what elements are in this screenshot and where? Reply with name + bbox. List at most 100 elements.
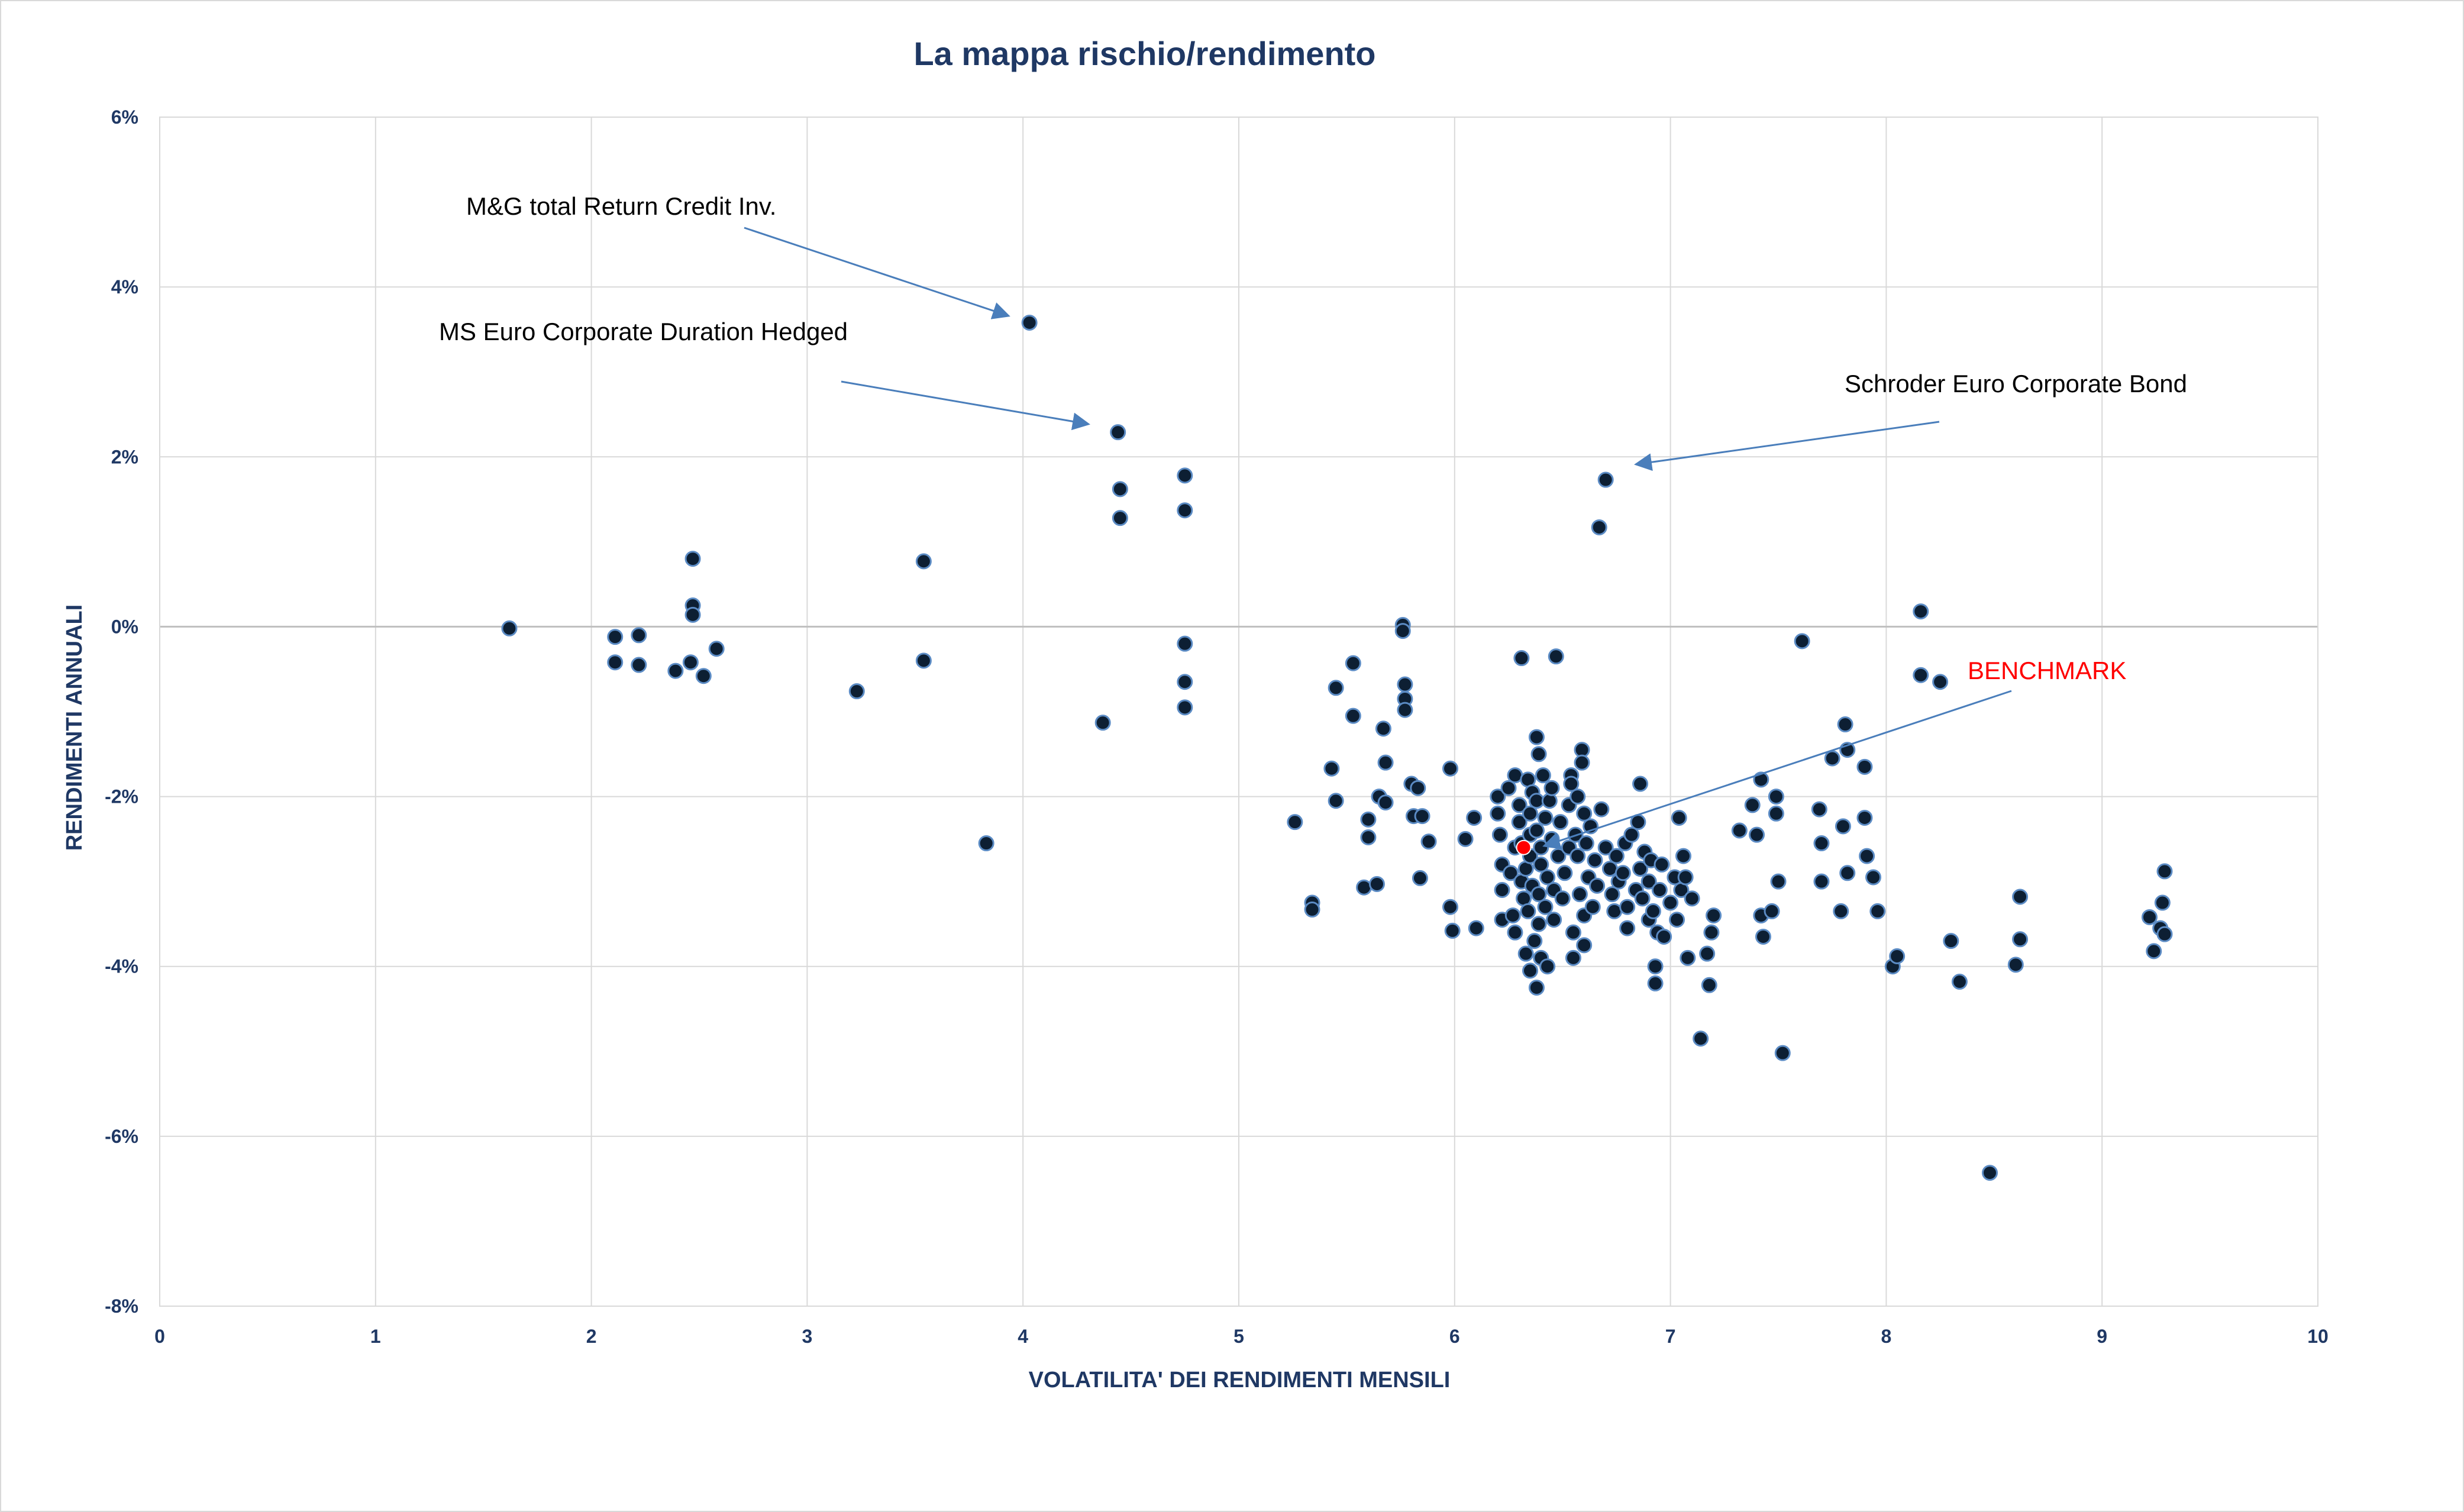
data-point	[1539, 869, 1556, 886]
data-point	[1511, 814, 1528, 831]
benchmark-point	[1516, 839, 1532, 855]
data-point	[1768, 805, 1784, 822]
data-point	[1500, 780, 1517, 796]
data-point	[684, 606, 701, 623]
data-point	[1619, 920, 1636, 936]
data-point	[1394, 623, 1411, 639]
x-tick-label: 9	[2097, 1326, 2107, 1347]
y-tick-label: 2%	[111, 446, 138, 467]
x-tick-label: 8	[1881, 1326, 1892, 1347]
data-point	[1548, 648, 1564, 665]
data-point	[1578, 835, 1594, 852]
data-point	[1591, 519, 1607, 535]
data-point	[1755, 928, 1771, 945]
data-point	[631, 657, 647, 673]
data-point	[1856, 758, 1873, 775]
data-point	[1490, 789, 1506, 805]
data-point	[1543, 780, 1560, 796]
data-point	[1511, 797, 1528, 813]
data-point	[1021, 314, 1038, 331]
data-point	[1530, 746, 1547, 763]
data-point	[1444, 922, 1461, 939]
data-point	[1701, 977, 1717, 993]
y-tick-label: -8%	[105, 1295, 138, 1317]
data-point	[1576, 937, 1593, 954]
data-point	[1530, 916, 1547, 932]
data-point	[1913, 603, 1929, 620]
y-tick-label: -4%	[105, 956, 138, 977]
data-point	[1546, 912, 1562, 928]
data-point	[1677, 869, 1694, 886]
data-point	[1442, 760, 1459, 777]
data-point	[1744, 797, 1761, 813]
data-point	[1533, 856, 1549, 873]
data-point	[1503, 865, 1519, 881]
data-point	[1360, 829, 1377, 845]
data-point	[1556, 865, 1573, 881]
data-point	[1345, 707, 1361, 724]
data-point	[501, 620, 518, 637]
data-point	[1554, 890, 1571, 907]
data-point	[1570, 789, 1586, 805]
plot-area-border	[159, 117, 2318, 1307]
data-point	[1541, 793, 1558, 809]
data-point	[1112, 510, 1128, 526]
data-point	[1177, 635, 1193, 652]
data-point	[1410, 780, 1426, 796]
y-tick-label: 4%	[111, 276, 138, 298]
x-tick-label: 0	[154, 1326, 165, 1347]
x-tick-label: 6	[1449, 1326, 1460, 1347]
data-point	[1571, 886, 1588, 903]
data-point	[1623, 826, 1640, 843]
data-point	[1684, 890, 1700, 907]
data-point	[1951, 974, 1968, 990]
data-point	[1671, 809, 1687, 826]
data-point	[1412, 870, 1428, 886]
data-point	[2156, 863, 2173, 880]
data-point	[1457, 831, 1474, 847]
x-tick-label: 10	[2307, 1326, 2329, 1347]
data-point	[2156, 926, 2173, 942]
annotation-schroder-euro-corporate-label: Schroder Euro Corporate Bond	[1845, 370, 2187, 398]
data-point	[1504, 907, 1521, 924]
data-point	[915, 553, 932, 570]
gridlines	[159, 117, 2318, 1307]
annotation-benchmark-label: BENCHMARK	[1968, 657, 2126, 684]
chart-title: La mappa rischio/rendimento	[913, 35, 1375, 72]
data-point	[1177, 699, 1193, 716]
data-point	[1552, 814, 1569, 831]
data-point	[1397, 702, 1413, 718]
data-point	[1345, 655, 1361, 671]
x-tick-label: 1	[370, 1326, 381, 1347]
x-axis-title: VOLATILITA' DEI RENDIMENTI MENSILI	[1029, 1368, 1451, 1393]
data-point	[1680, 949, 1696, 966]
data-point	[1494, 882, 1510, 898]
data-point	[978, 835, 994, 852]
data-point	[1764, 903, 1780, 919]
data-point	[1662, 894, 1679, 911]
data-point	[848, 683, 865, 700]
data-point	[1377, 794, 1394, 811]
data-point	[1608, 848, 1625, 864]
data-point	[2007, 957, 2024, 973]
data-point	[1614, 865, 1631, 881]
data-point	[1528, 822, 1545, 839]
data-point	[1414, 808, 1430, 825]
data-point	[1287, 814, 1303, 831]
data-point	[1606, 903, 1623, 919]
data-point	[682, 654, 699, 671]
data-point	[1375, 721, 1391, 737]
data-point	[1110, 424, 1126, 441]
data-point	[1570, 848, 1586, 864]
data-point	[1833, 903, 1849, 919]
data-point	[1913, 667, 1929, 683]
data-point	[915, 652, 932, 669]
data-point	[1468, 920, 1484, 936]
data-point	[1824, 750, 1840, 767]
data-point	[1177, 674, 1193, 690]
data-point	[1589, 877, 1606, 894]
data-point	[1565, 924, 1581, 941]
data-point	[1731, 822, 1748, 839]
